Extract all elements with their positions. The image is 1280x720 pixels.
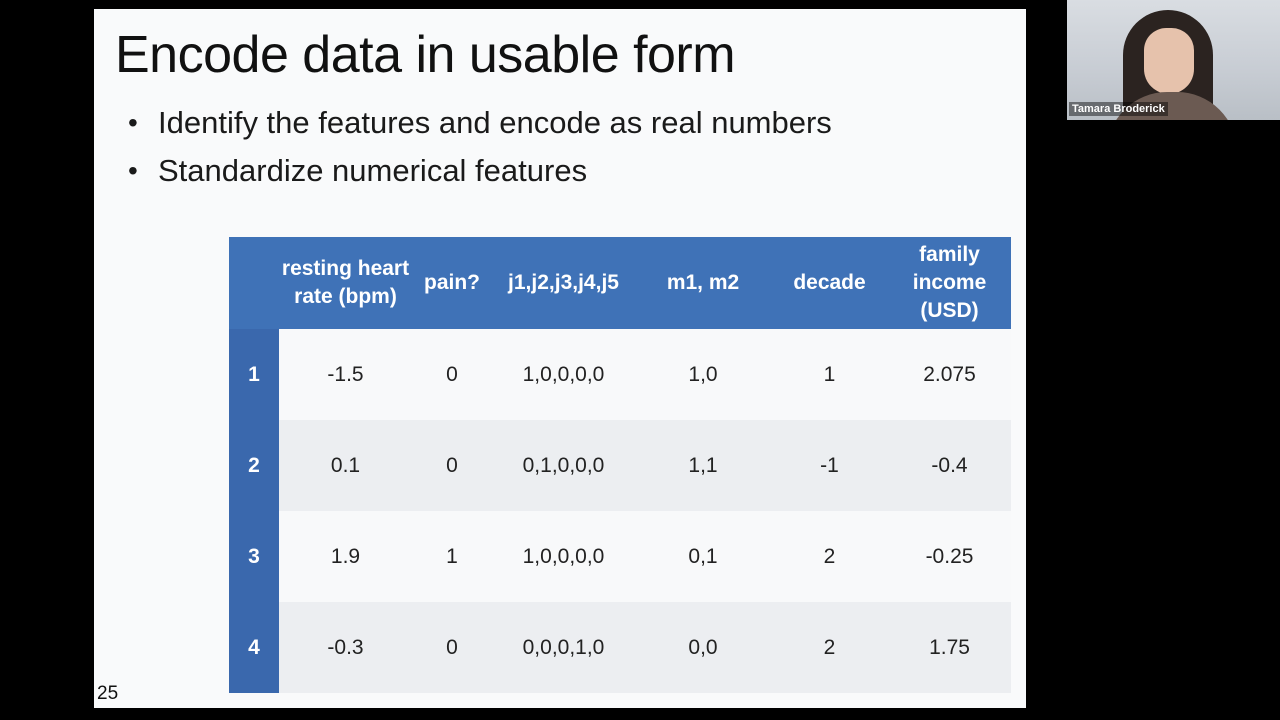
table-cell: 0,0,0,1,0 xyxy=(492,602,635,693)
bullet-text: Identify the features and encode as real… xyxy=(158,105,832,140)
table-row: 3 1.9 1 1,0,0,0,0 0,1 2 -0.25 xyxy=(229,511,1011,602)
table-cell: 1.9 xyxy=(279,511,412,602)
table-cell: -1 xyxy=(771,420,888,511)
table-cell: 1,0,0,0,0 xyxy=(492,511,635,602)
bullet-item: • Standardize numerical features xyxy=(128,147,832,195)
bullet-item: • Identify the features and encode as re… xyxy=(128,99,832,147)
table-cell: 0,0 xyxy=(635,602,771,693)
feature-table: resting heart rate (bpm) pain? j1,j2,j3,… xyxy=(229,237,1011,693)
bullet-glyph: • xyxy=(128,107,138,138)
table-cell: 2.075 xyxy=(888,329,1011,420)
bullet-glyph: • xyxy=(128,155,138,186)
table-cell: 2 xyxy=(771,511,888,602)
table-cell: -0.4 xyxy=(888,420,1011,511)
bullet-text: Standardize numerical features xyxy=(158,153,588,188)
table-header-row: resting heart rate (bpm) pain? j1,j2,j3,… xyxy=(229,237,1011,329)
table-cell: 1,0,0,0,0 xyxy=(492,329,635,420)
row-index: 3 xyxy=(229,511,279,602)
table-cell: 1,0 xyxy=(635,329,771,420)
table-cell: 0 xyxy=(412,329,492,420)
table-cell: 0 xyxy=(412,420,492,511)
table-row: 2 0.1 0 0,1,0,0,0 1,1 -1 -0.4 xyxy=(229,420,1011,511)
bullet-list: • Identify the features and encode as re… xyxy=(128,99,832,195)
table-cell: 0,1 xyxy=(635,511,771,602)
row-index: 2 xyxy=(229,420,279,511)
slide-title: Encode data in usable form xyxy=(115,26,736,84)
slide-number: 25 xyxy=(97,683,119,704)
table-cell: 0 xyxy=(412,602,492,693)
header-cell-m: m1, m2 xyxy=(635,237,771,329)
table-cell: -0.3 xyxy=(279,602,412,693)
table-cell: 1 xyxy=(412,511,492,602)
header-cell-j: j1,j2,j3,j4,j5 xyxy=(492,237,635,329)
participant-face xyxy=(1144,28,1194,94)
row-index: 4 xyxy=(229,602,279,693)
table-cell: 1 xyxy=(771,329,888,420)
table-row: 1 -1.5 0 1,0,0,0,0 1,0 1 2.075 xyxy=(229,329,1011,420)
table-cell: -1.5 xyxy=(279,329,412,420)
table-cell: 2 xyxy=(771,602,888,693)
table-cell: 0.1 xyxy=(279,420,412,511)
header-cell-decade: decade xyxy=(771,237,888,329)
header-cell-income: family income (USD) xyxy=(888,237,1011,329)
table-cell: 0,1,0,0,0 xyxy=(492,420,635,511)
participant-name-label: Tamara Broderick xyxy=(1069,102,1168,116)
table-cell: 1.75 xyxy=(888,602,1011,693)
table-cell: 1,1 xyxy=(635,420,771,511)
table-cell: -0.25 xyxy=(888,511,1011,602)
presentation-slide: Encode data in usable form • Identify th… xyxy=(94,9,1026,708)
row-index: 1 xyxy=(229,329,279,420)
header-cell-pain: pain? xyxy=(412,237,492,329)
participant-video-tile[interactable]: Tamara Broderick xyxy=(1067,0,1280,120)
header-cell-heart-rate: resting heart rate (bpm) xyxy=(279,237,412,329)
table-row: 4 -0.3 0 0,0,0,1,0 0,0 2 1.75 xyxy=(229,602,1011,693)
header-cell-index xyxy=(229,237,279,329)
